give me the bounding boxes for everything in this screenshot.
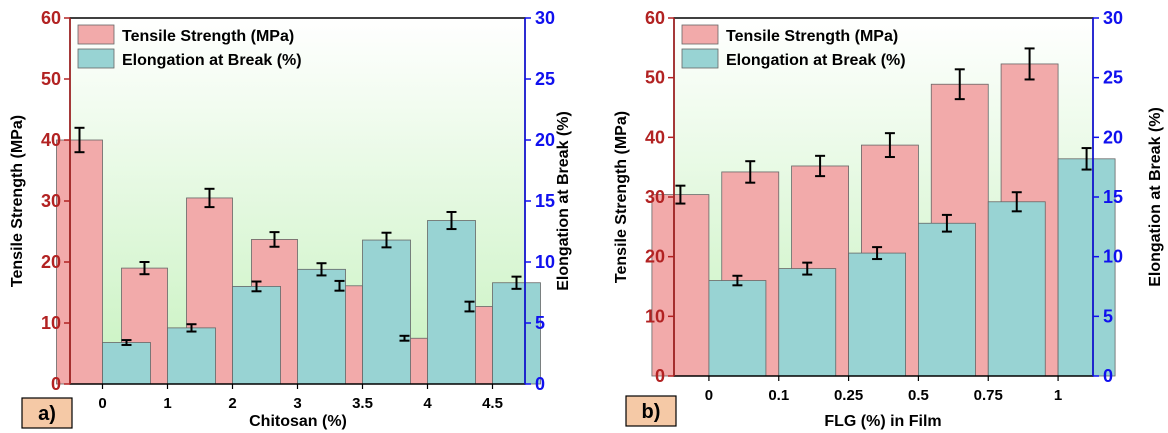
legend-swatch-elongation [681, 48, 719, 69]
left-y-axis: 0 10 20 30 40 50 60 [645, 8, 675, 386]
right-tick-label: 10 [535, 252, 555, 272]
chart-panel-b: 0 10 20 30 40 50 60 0 5 10 15 20 25 30 0 0.1 0.25 0.5 0.… [613, 8, 1164, 430]
x-tick-label: 0.5 [908, 387, 929, 404]
x-tick-label: 4.5 [482, 395, 503, 412]
right-tick-label: 15 [1103, 187, 1123, 207]
right-tick-label: 25 [1103, 68, 1123, 88]
elongation-bar [778, 268, 837, 377]
x-tick-label: 0.75 [974, 387, 1003, 404]
legend-swatch-tensile [77, 24, 115, 45]
left-y-axis: 0 10 20 30 40 50 60 [41, 8, 71, 394]
right-tick-label: 10 [1103, 247, 1123, 267]
tensile-bar [56, 139, 103, 385]
panel-label-b: b) [625, 395, 677, 427]
left-tick-label: 60 [645, 8, 665, 28]
elongation-bar [492, 282, 541, 385]
left-axis-title: Tensile Strength (MPa) [613, 111, 630, 283]
panel-label-background [21, 397, 73, 429]
panel-label-a: a) [21, 397, 73, 429]
left-tick-label: 50 [41, 69, 61, 89]
x-axis-title: Chitosan (%) [249, 413, 347, 430]
legend: Tensile Strength (MPa) Elongation at Bre… [77, 24, 302, 69]
elongation-bars [708, 158, 1116, 377]
legend-swatch-elongation [77, 48, 115, 69]
left-axis-title: Tensile Strength (MPa) [9, 115, 26, 287]
panel-label-background [625, 395, 677, 427]
right-tick-label: 25 [535, 69, 555, 89]
left-tick-label: 30 [645, 187, 665, 207]
x-tick-label: 0 [98, 395, 106, 412]
x-tick-label: 0 [705, 387, 713, 404]
x-tick-label: 4 [423, 395, 432, 412]
tensile-bar [651, 194, 710, 377]
legend-label-elongation: Elongation at Break (%) [726, 52, 906, 69]
left-tick-label: 20 [645, 247, 665, 267]
right-tick-label: 30 [1103, 8, 1123, 28]
right-y-axis: 0 5 10 15 20 25 30 [524, 8, 555, 394]
left-tick-label: 10 [645, 306, 665, 326]
left-tick-label: 50 [645, 68, 665, 88]
left-tick-label: 0 [655, 366, 665, 386]
legend: Tensile Strength (MPa) Elongation at Bre… [681, 24, 906, 69]
legend-label-elongation: Elongation at Break (%) [122, 52, 302, 69]
x-axis: 0 1 2 3 3.5 4 4.5 [98, 384, 503, 412]
right-tick-label: 30 [535, 8, 555, 28]
x-axis-title: FLG (%) in Film [824, 413, 941, 430]
legend-label-tensile: Tensile Strength (MPa) [122, 28, 294, 45]
left-tick-label: 10 [41, 313, 61, 333]
elongation-bar [167, 327, 216, 385]
right-tick-label: 0 [535, 374, 545, 394]
left-tick-label: 20 [41, 252, 61, 272]
left-tick-label: 60 [41, 8, 61, 28]
x-tick-label: 1 [163, 395, 171, 412]
elongation-bar [987, 201, 1046, 377]
x-tick-label: 1 [1054, 387, 1062, 404]
chart-panel-a: 0 10 20 30 40 50 60 0 5 10 15 20 25 30 0 1 2 3 3.5 4 4.5 T… [9, 8, 572, 430]
elongation-bar [232, 285, 281, 385]
x-tick-label: 3.5 [352, 395, 373, 412]
right-y-axis: 0 5 10 15 20 25 30 [1092, 8, 1123, 386]
elongation-bar [848, 252, 906, 377]
left-tick-label: 0 [51, 374, 61, 394]
right-tick-label: 0 [1103, 366, 1113, 386]
legend-label-tensile: Tensile Strength (MPa) [726, 28, 898, 45]
right-tick-label: 15 [535, 191, 555, 211]
panel-label-text: b) [642, 401, 661, 423]
right-tick-label: 20 [1103, 127, 1123, 147]
legend-swatch-tensile [681, 24, 719, 45]
elongation-bar [1057, 158, 1116, 377]
x-tick-label: 3 [293, 395, 301, 412]
right-tick-label: 5 [535, 313, 545, 333]
error-bars [74, 126, 522, 346]
left-tick-label: 40 [645, 127, 665, 147]
x-axis: 0 0.1 0.25 0.5 0.75 1 [705, 376, 1062, 404]
panel-label-text: a) [38, 403, 56, 425]
left-tick-label: 30 [41, 191, 61, 211]
elongation-bar [708, 280, 767, 377]
left-tick-label: 40 [41, 130, 61, 150]
elongation-bar [918, 222, 976, 377]
right-tick-label: 5 [1103, 306, 1113, 326]
right-axis-title: Elongation at Break (%) [555, 111, 572, 291]
error-bars [675, 47, 1092, 287]
elongation-bar [362, 239, 411, 385]
right-tick-label: 20 [535, 130, 555, 150]
x-tick-label: 0.1 [768, 387, 789, 404]
elongation-bar [102, 342, 151, 385]
x-tick-label: 2 [228, 395, 236, 412]
elongation-bar [297, 268, 346, 385]
right-axis-title: Elongation at Break (%) [1147, 107, 1164, 287]
x-tick-label: 0.25 [834, 387, 863, 404]
